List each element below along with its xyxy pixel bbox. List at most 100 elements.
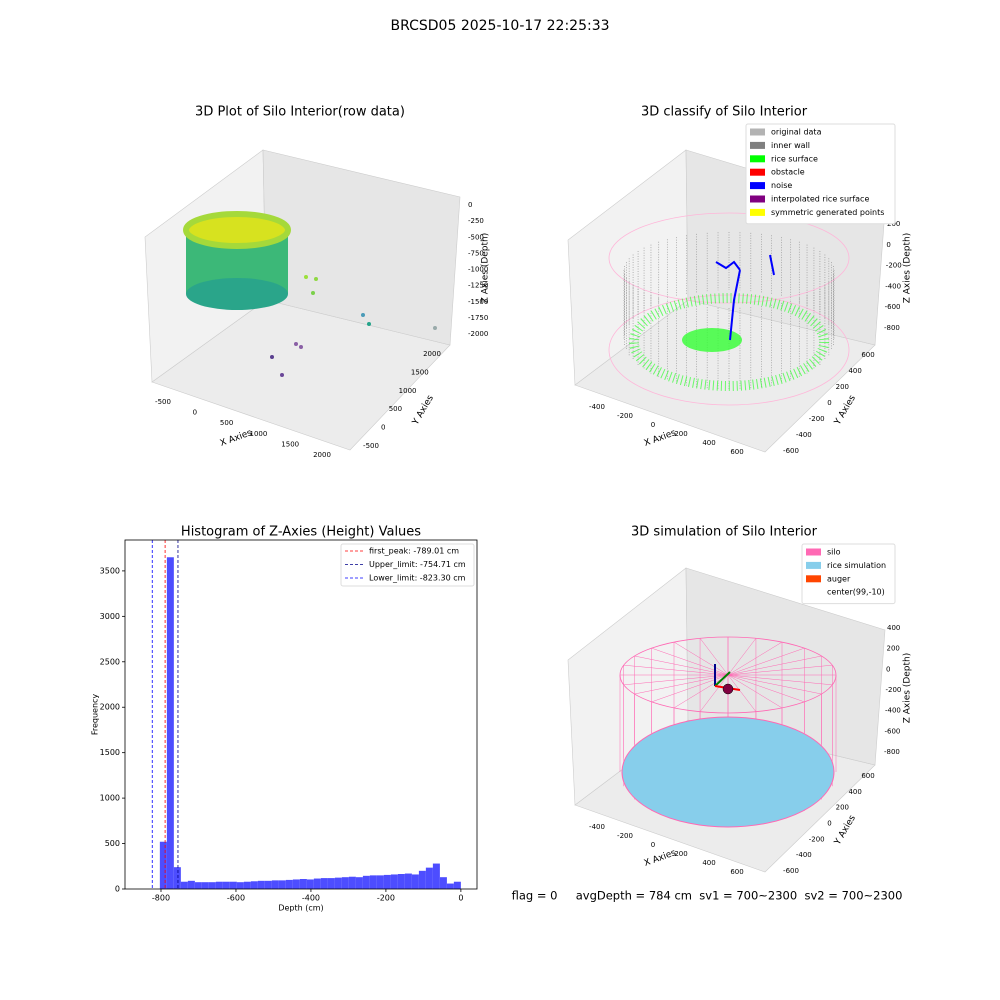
z-tick-label: -400 (885, 282, 901, 290)
silo-roof-wire (727, 655, 822, 676)
outlier-point (294, 342, 298, 346)
outlier-point (280, 373, 284, 377)
footer-text: flag = 0 avgDepth = 784 cm sv1 = 700~230… (512, 889, 903, 903)
histogram-bar (446, 883, 454, 889)
legend-box (340, 543, 475, 587)
y-tick-label: -200 (809, 415, 825, 423)
silo-roof-wire (699, 638, 729, 676)
histogram-bar (208, 882, 216, 889)
y-tick-label: 2000 (100, 703, 120, 712)
silo-roof-wire (727, 674, 757, 712)
z-tick-label: -1000 (468, 266, 488, 274)
y-tick-label: 200 (836, 383, 849, 391)
y-tick-label: -500 (363, 442, 379, 450)
x-tick-label: 400 (702, 439, 715, 447)
legend-label: noise (771, 181, 792, 190)
y-tick-label: 200 (836, 804, 849, 812)
z-tick-label: -500 (468, 233, 484, 241)
panel-title: 3D Plot of Silo Interior(row data) (195, 105, 405, 120)
y-tick-label: 1000 (399, 387, 417, 395)
z-tick-label: -600 (885, 303, 901, 311)
x-tick-label: -800 (152, 894, 170, 903)
histogram-bar (292, 879, 300, 889)
x-tick-label: -400 (589, 403, 605, 411)
legend-label: interpolated rice surface (771, 195, 869, 204)
y-tick-label: 3500 (100, 566, 120, 575)
histogram-bar (376, 875, 384, 889)
histogram-bar (250, 881, 258, 889)
histogram-bar (439, 877, 447, 889)
legend-swatch (806, 548, 821, 556)
histogram-bar (201, 882, 209, 889)
z-tick-label: -200 (886, 262, 902, 270)
histogram-bar (453, 881, 461, 889)
legend-swatch (806, 561, 821, 569)
silo-roof-wire (623, 674, 729, 686)
histogram-bar (229, 881, 237, 889)
silo-roof-wire (634, 655, 729, 676)
rice-center (682, 328, 742, 352)
legend-label: rice surface (771, 154, 818, 163)
legend-swatch (750, 168, 765, 176)
z-tick-label: 400 (887, 624, 900, 632)
x-tick-label: -400 (589, 823, 605, 831)
legend-swatch (806, 575, 821, 583)
x-tick-label: 0 (651, 421, 655, 429)
y-tick-label: 0 (827, 399, 831, 407)
panel: 3D simulation of Silo Interior-400-20002… (567, 525, 913, 876)
x-axis-label: Depth (cm) (278, 904, 323, 913)
histogram-bar (299, 879, 307, 889)
histogram-bar (278, 880, 286, 889)
panel: 3D classify of Silo Interior-400-2000200… (567, 105, 913, 456)
y-axis-label: Y Axies (410, 393, 436, 427)
x-tick-label: 0 (651, 841, 655, 849)
histogram-bar (194, 882, 202, 889)
histogram-bar (313, 878, 321, 889)
histogram-bar (285, 879, 293, 889)
legend-swatch (750, 195, 765, 203)
point-ring-bottom (186, 278, 288, 310)
y-tick-label: 0 (115, 885, 120, 894)
z-tick-label: -800 (884, 324, 900, 332)
outlier-point (270, 355, 274, 359)
histogram-bar (173, 867, 181, 889)
histogram-bar (271, 880, 279, 889)
silo-roof-wire (727, 674, 783, 709)
histogram-bar (383, 874, 391, 889)
x-tick-label: 600 (730, 868, 743, 876)
legend-swatch (750, 155, 765, 163)
y-axis-label: Y Axies (832, 393, 858, 427)
histogram-bar (320, 878, 328, 889)
legend-box (801, 543, 896, 605)
panel: 3D Plot of Silo Interior(row data) -500 0 5… (144, 105, 491, 459)
histogram-bar (369, 875, 377, 889)
y-tick-label: 1500 (100, 748, 120, 757)
legend-label: silo (827, 548, 841, 557)
z-tick-label: -250 (468, 217, 484, 225)
outlier-point (433, 326, 437, 330)
silo-outline-top (608, 212, 850, 304)
z-tick-label: 0 (468, 201, 472, 209)
x-tick-label: -200 (377, 894, 395, 903)
histogram-bar (355, 877, 363, 889)
outlier-point (311, 291, 315, 295)
histogram-bar (222, 881, 230, 889)
z-tick-label: 0 (886, 241, 890, 249)
histogram-bar (264, 880, 272, 889)
histogram-bar (362, 875, 370, 889)
z-tick-label: -800 (884, 748, 900, 756)
histogram-bar (397, 874, 405, 889)
silo-roof-wire (623, 664, 729, 676)
panel-title: Histogram of Z-Axies (Height) Values (181, 525, 421, 540)
y-axis-label: Y Axies (832, 813, 858, 847)
z-tick-label: -1500 (468, 298, 488, 306)
rice-simulation (621, 716, 835, 828)
y-tick-label: 0 (381, 424, 385, 432)
y-tick-label: 400 (848, 367, 861, 375)
silo-roof-wire (673, 674, 729, 709)
z-tick-label: -200 (886, 686, 902, 694)
legend-box (745, 123, 896, 225)
x-tick-label: -600 (227, 894, 245, 903)
silo-top (619, 636, 837, 714)
